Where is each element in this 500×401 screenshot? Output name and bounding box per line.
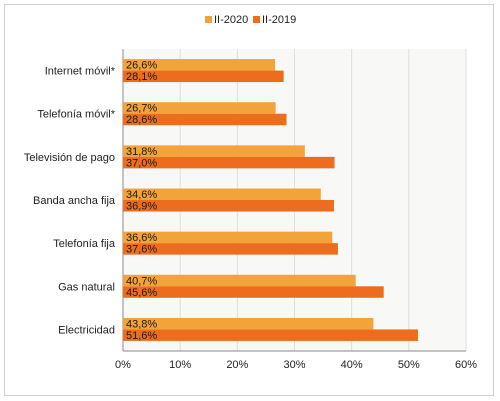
legend-label: II-2020 [214, 14, 248, 26]
bar [123, 286, 384, 298]
data-label: 31,8% [126, 146, 157, 158]
bar [123, 188, 321, 200]
bar [123, 274, 356, 287]
category-label: Telefonía fija [53, 238, 116, 250]
x-tick-label: 40% [341, 359, 363, 371]
bar [123, 102, 276, 114]
x-tick-label: 30% [283, 359, 305, 371]
data-label: 26,6% [126, 60, 157, 72]
x-tick-label: 20% [226, 359, 248, 371]
bar [123, 145, 305, 157]
data-label: 36,6% [126, 232, 157, 244]
data-label: 37,0% [126, 157, 157, 169]
legend-label: II-2019 [262, 14, 296, 26]
bar [123, 200, 334, 212]
data-label: 45,6% [126, 287, 157, 299]
data-label: 40,7% [126, 275, 157, 287]
category-label: Banda ancha fija [33, 195, 116, 207]
bar [123, 156, 335, 169]
category-label: Televisión de pago [24, 152, 115, 164]
bar [123, 329, 418, 341]
x-tick-label: 50% [398, 359, 420, 371]
legend-swatch [253, 16, 260, 23]
x-tick-label: 0% [115, 359, 131, 371]
bar [123, 59, 276, 71]
bar [123, 243, 338, 255]
category-label: Telefonía móvil* [37, 109, 115, 121]
legend-swatch [205, 16, 212, 23]
category-label: Internet móvil* [45, 66, 116, 78]
data-label: 43,8% [126, 318, 157, 330]
data-label: 36,9% [126, 201, 157, 213]
data-label: 37,6% [126, 244, 157, 256]
bar [123, 231, 333, 244]
x-tick-label: 10% [169, 359, 191, 371]
category-label: Electricidad [58, 324, 115, 336]
data-label: 26,7% [126, 103, 157, 115]
data-label: 51,6% [126, 330, 157, 342]
data-label: 28,1% [126, 71, 157, 83]
bar [123, 317, 374, 330]
bar [123, 113, 287, 126]
bar [123, 70, 284, 83]
x-tick-label: 60% [455, 359, 477, 371]
data-label: 28,6% [126, 114, 157, 126]
category-label: Gas natural [58, 281, 115, 293]
data-label: 34,6% [126, 189, 157, 201]
